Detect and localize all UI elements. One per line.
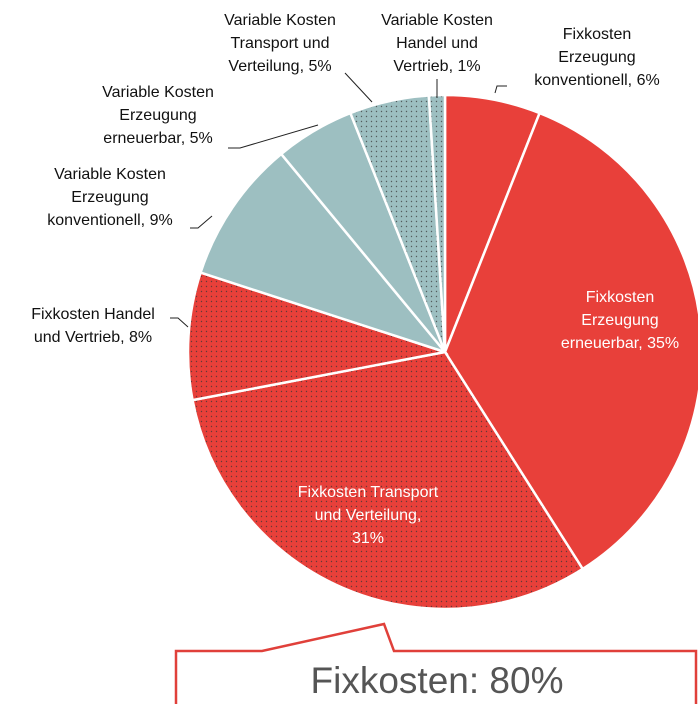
pie-slice <box>186 271 446 402</box>
callout-text: Fixkosten: 80% <box>311 660 564 701</box>
slice-label: erneuerbar, 5% <box>103 130 212 147</box>
slice-label: Fixkosten <box>563 26 631 43</box>
slice-label: Verteilung, 5% <box>228 58 331 75</box>
slice-label: Variable Kosten <box>224 12 336 29</box>
slice-label: erneuerbar, 35% <box>561 335 679 352</box>
slice-label: und Vertrieb, 8% <box>34 329 152 346</box>
slice-label: Transport und <box>230 35 329 52</box>
slice-label: Variable Kosten <box>102 84 214 101</box>
slice-label: Handel und <box>396 35 478 52</box>
slice-label: Erzeugung <box>119 107 196 124</box>
pie-slice <box>443 111 698 571</box>
callout-box <box>174 622 698 704</box>
slice-label: Erzeugung <box>581 312 658 329</box>
leader-line <box>170 317 189 328</box>
slice-label: konventionell, 9% <box>47 212 172 229</box>
slice-label: Fixkosten Handel <box>31 306 155 323</box>
pie-slice <box>199 152 449 355</box>
slice-label: Variable Kosten <box>54 166 166 183</box>
slice-label: Variable Kosten <box>381 12 493 29</box>
pie-slice <box>191 350 585 611</box>
slice-label: Vertrieb, 1% <box>393 58 480 75</box>
slice-label: und Verteilung, <box>315 507 422 524</box>
leader-line <box>228 124 319 149</box>
leader-line <box>344 72 373 103</box>
leader-line <box>494 85 507 94</box>
slice-label: Fixkosten <box>586 289 654 306</box>
slice-label: 31% <box>352 530 384 547</box>
slice-label: Erzeugung <box>558 49 635 66</box>
slice-label: Erzeugung <box>71 189 148 206</box>
slice-label: konventionell, 6% <box>534 72 659 89</box>
slice-label: Fixkosten Transport <box>298 484 439 501</box>
leader-line <box>190 215 213 229</box>
